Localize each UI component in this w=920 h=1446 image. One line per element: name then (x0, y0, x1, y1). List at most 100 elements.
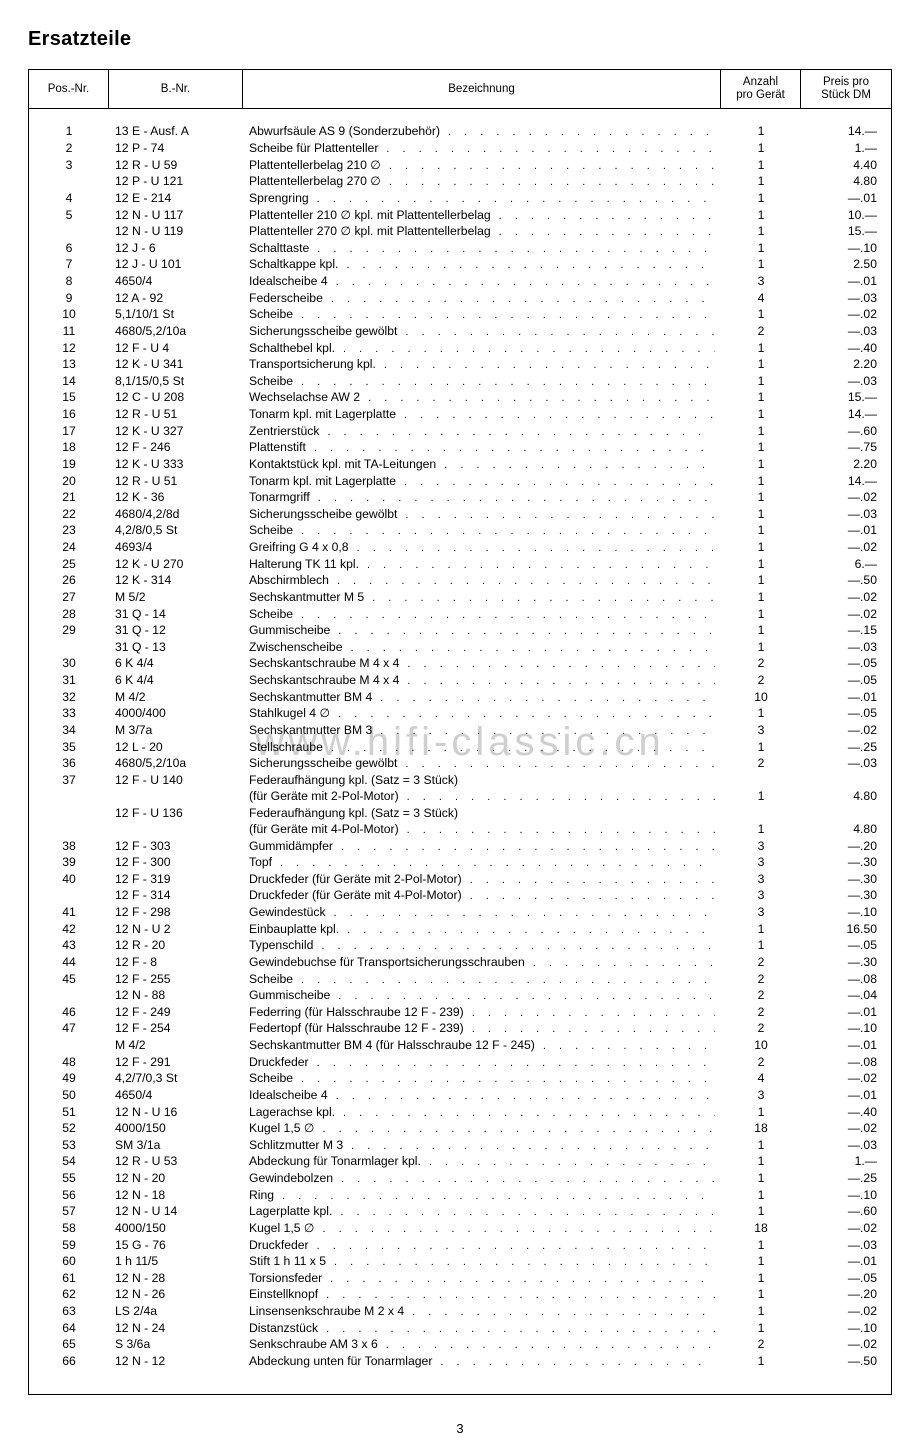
cell-pos: 50 (29, 1087, 109, 1104)
table-row: 1312 K - U 341Transportsicherung kpl.. .… (29, 356, 891, 373)
cell-pos (29, 173, 109, 190)
cell-bnr (109, 788, 243, 805)
leader-dots: . . . . . . . . . . . . . . . . . . . . … (348, 641, 715, 656)
leader-dots: . . . . . . . . . . . . . . . . . . . . … (299, 608, 715, 623)
table-row: 12 N - U 119Plattenteller 270 ∅ kpl. mit… (29, 223, 891, 240)
cell-bez: Sechskantmutter BM 3. . . . . . . . . . … (243, 722, 721, 739)
cell-anz: 1 (721, 373, 801, 390)
cell-bez: Torsionsfeder. . . . . . . . . . . . . .… (243, 1270, 721, 1287)
cell-bez-text: Abwurfsäule AS 9 (Sonderzubehör) (249, 123, 446, 139)
cell-bnr: 12 R - U 51 (109, 406, 243, 423)
cell-bez: Abdeckung für Tonarmlager kpl.. . . . . … (243, 1153, 721, 1170)
cell-bez-text: Kontaktstück kpl. mit TA-Leitungen (249, 456, 442, 472)
leader-dots: . . . . . . . . . . . . . . . . . . . . … (541, 1039, 715, 1054)
cell-preis: —.02 (801, 722, 891, 739)
leader-dots: . . . . . . . . . . . . . . . . . . . . … (339, 840, 715, 855)
cell-bnr: 12 N - 12 (109, 1353, 243, 1370)
cell-preis: 1.— (801, 1153, 891, 1170)
leader-dots: . . . . . . . . . . . . . . . . . . . . … (312, 441, 715, 456)
cell-bez: (für Geräte mit 4-Pol-Motor). . . . . . … (243, 821, 721, 838)
cell-anz: 1 (721, 622, 801, 639)
table-row: 2831 Q - 14Scheibe. . . . . . . . . . . … (29, 606, 891, 623)
cell-preis: —.01 (801, 1004, 891, 1021)
cell-preis: —.02 (801, 539, 891, 556)
cell-bez-text: Druckfeder (für Geräte mit 2-Pol-Motor) (249, 871, 468, 887)
table-row: 105,1/10/1 StScheibe. . . . . . . . . . … (29, 306, 891, 323)
cell-pos: 25 (29, 556, 109, 573)
leader-dots: . . . . . . . . . . . . . . . . . . . . … (328, 1272, 715, 1287)
leader-dots: . . . . . . . . . . . . . . . . . . . . … (336, 624, 715, 639)
cell-pos: 8 (29, 273, 109, 290)
cell-bez: Plattentellerbelag 210 ∅. . . . . . . . … (243, 157, 721, 174)
cell-anz: 3 (721, 838, 801, 855)
cell-pos: 45 (29, 971, 109, 988)
leader-dots: . . . . . . . . . . . . . . . . . . . . … (332, 906, 715, 921)
cell-pos: 32 (29, 689, 109, 706)
cell-bez-text: Sechskantschraube M 4 x 4 (249, 672, 405, 688)
cell-pos: 58 (29, 1220, 109, 1237)
cell-bez-text: Scheibe (249, 306, 299, 322)
cell-pos (29, 887, 109, 904)
cell-bez-text: Einstellknopf (249, 1286, 324, 1302)
cell-pos: 60 (29, 1253, 109, 1270)
leader-dots: . . . . . . . . . . . . . . . . . . . . … (403, 325, 715, 340)
table-row: 364680/5,2/10aSicherungsscheibe gewölbt.… (29, 755, 891, 772)
cell-bez: Federscheibe. . . . . . . . . . . . . . … (243, 290, 721, 307)
cell-bez-text: (für Geräte mit 4-Pol-Motor) (249, 821, 405, 837)
leader-dots: . . . . . . . . . . . . . . . . . . . . … (370, 591, 715, 606)
cell-pos: 57 (29, 1203, 109, 1220)
cell-bnr: 1 h 11/5 (109, 1253, 243, 1270)
cell-pos: 29 (29, 622, 109, 639)
cell-bez-text: Scheibe (249, 1070, 299, 1086)
cell-bnr: 6 K 4/4 (109, 655, 243, 672)
leader-dots: . . . . . . . . . . . . . . . . . . . . … (468, 873, 715, 888)
cell-bnr: 31 Q - 14 (109, 606, 243, 623)
cell-bez: Scheibe. . . . . . . . . . . . . . . . .… (243, 1070, 721, 1087)
cell-anz: 1 (721, 356, 801, 373)
cell-preis: 2.20 (801, 456, 891, 473)
cell-bnr: 4650/4 (109, 273, 243, 290)
cell-preis: —.01 (801, 190, 891, 207)
cell-anz: 1 (721, 739, 801, 756)
cell-bez: Druckfeder. . . . . . . . . . . . . . . … (243, 1237, 721, 1254)
cell-bnr: 31 Q - 12 (109, 622, 243, 639)
cell-anz: 1 (721, 223, 801, 240)
table-row: 524000/150Kugel 1,5 ∅. . . . . . . . . .… (29, 1120, 891, 1137)
cell-preis: —.01 (801, 1087, 891, 1104)
cell-pos: 28 (29, 606, 109, 623)
cell-pos: 66 (29, 1353, 109, 1370)
cell-anz: 1 (721, 1203, 801, 1220)
page-title: Ersatzteile (28, 28, 892, 51)
cell-anz: 1 (721, 1353, 801, 1370)
cell-bez-text: Scheibe (249, 522, 299, 538)
leader-dots: . . . . . . . . . . . . . . . . . . . . … (336, 707, 715, 722)
cell-bez-text: Schalthebel kpl. (249, 340, 341, 356)
cell-bnr: 12 R - U 59 (109, 157, 243, 174)
cell-pos (29, 805, 109, 821)
cell-bez: Sicherungsscheibe gewölbt. . . . . . . .… (243, 506, 721, 523)
cell-bez: Einbauplatte kpl.. . . . . . . . . . . .… (243, 921, 721, 938)
cell-preis: —.10 (801, 240, 891, 257)
cell-preis: —.01 (801, 522, 891, 539)
table-row: 1812 F - 246Plattenstift. . . . . . . . … (29, 439, 891, 456)
leader-dots: . . . . . . . . . . . . . . . . . . . . … (405, 657, 715, 672)
cell-pos: 2 (29, 140, 109, 157)
leader-dots: . . . . . . . . . . . . . . . . . . . . … (387, 175, 715, 190)
cell-bez-text: Schaltkappe kpl. (249, 256, 344, 272)
cell-anz: 3 (721, 273, 801, 290)
cell-anz (721, 805, 801, 821)
cell-bez: Zwischenscheibe. . . . . . . . . . . . .… (243, 639, 721, 656)
cell-pos: 35 (29, 739, 109, 756)
cell-bez: Federtopf (für Halsschraube 12 F - 239).… (243, 1020, 721, 1037)
page-number: 3 (28, 1421, 892, 1436)
cell-anz: 10 (721, 689, 801, 706)
table-row: 31 Q - 13Zwischenscheibe. . . . . . . . … (29, 639, 891, 656)
cell-bez-text: Sprengring (249, 190, 315, 206)
cell-bez-text: Sicherungsscheibe gewölbt (249, 323, 403, 339)
cell-bnr: 12 J - U 101 (109, 256, 243, 273)
cell-bez-text: Torsionsfeder (249, 1270, 328, 1286)
cell-anz: 1 (721, 1270, 801, 1287)
cell-bez-text: Scheibe für Plattenteller (249, 140, 384, 156)
cell-pos: 12 (29, 340, 109, 357)
cell-bez: Gummischeibe. . . . . . . . . . . . . . … (243, 622, 721, 639)
